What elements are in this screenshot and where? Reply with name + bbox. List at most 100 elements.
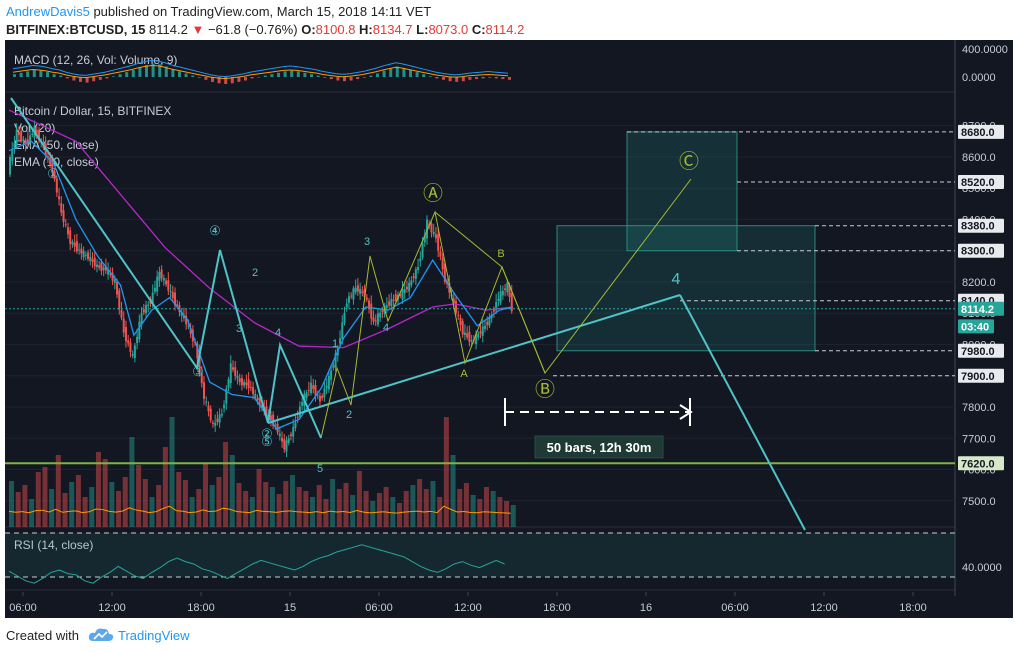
candle-body [408, 282, 411, 292]
macd-bar [488, 77, 492, 78]
candle-body [321, 395, 324, 399]
volume-bar [42, 467, 48, 527]
candle-body [278, 433, 281, 437]
macd-bar [65, 77, 69, 79]
candle-body [486, 321, 489, 326]
price-tick: 7800.0 [962, 402, 996, 414]
candle-body [156, 276, 159, 292]
volume-bar [243, 491, 249, 527]
candle-body [31, 133, 34, 135]
time-tick: 18:00 [899, 602, 927, 614]
volume-bar [397, 503, 403, 527]
candle-body [160, 269, 163, 279]
ema10-line [8, 140, 514, 430]
candle-body [343, 313, 346, 324]
candle-body [209, 408, 212, 421]
time-axis[interactable]: 06:00 12:00 18:00 15 06:00 12:00 18:00 16 06:00 1… [5, 592, 1013, 618]
volume-bar [510, 505, 516, 527]
candle-body [437, 234, 440, 251]
header: AndrewDavis5 published on TradingView.co… [0, 0, 1018, 40]
candle-body [196, 343, 199, 359]
author-link[interactable]: AndrewDavis5 [6, 4, 90, 19]
volume-bar [350, 495, 356, 527]
macd-bar [376, 73, 379, 77]
volume-bar [116, 491, 122, 527]
candle-body [200, 373, 203, 384]
macd-bar [52, 74, 56, 77]
volume-bar [363, 491, 369, 527]
volume-bar [283, 481, 289, 527]
macd-bar [409, 70, 412, 77]
candle-body [354, 287, 357, 293]
open-value: 8100.8 [315, 22, 356, 37]
candle-body [185, 315, 188, 325]
price-axis[interactable]: 8700.08600.08500.08400.08300.08200.08100… [956, 40, 1013, 618]
macd-bar [118, 74, 122, 77]
candle-body [243, 381, 246, 386]
volume-bar [383, 487, 389, 527]
chart-area[interactable]: MACD (12, 26, Vol: Volume, 9) Bitcoin / … [5, 40, 1013, 618]
candle-body [434, 234, 437, 239]
volume-bar [423, 489, 429, 527]
candle-body [301, 401, 304, 406]
macd-bar [316, 75, 320, 77]
candle-body [307, 389, 310, 391]
candle-body [296, 416, 299, 418]
macd-bar [72, 77, 76, 81]
candle-body [314, 385, 317, 396]
volume-bar [49, 489, 55, 527]
macd-tick: 0.0000 [962, 72, 996, 84]
trend-line [267, 294, 681, 424]
tradingview-link[interactable]: TradingView [118, 628, 190, 643]
volume-bar [470, 495, 476, 527]
volume-bar [162, 447, 168, 527]
macd-bar [415, 72, 419, 77]
candle-body [147, 304, 150, 306]
chart-canvas[interactable]: MACD (12, 26, Vol: Volume, 9) Bitcoin / … [5, 40, 1013, 618]
price-badge-label: 8680.0 [961, 127, 995, 139]
candle-body [305, 392, 308, 398]
candle-body [232, 367, 234, 370]
candle-body [256, 397, 259, 401]
candle-body [162, 278, 165, 281]
candle-body [254, 393, 257, 398]
measure-box [534, 435, 664, 459]
candle-body [426, 219, 429, 239]
candle-body [490, 314, 493, 319]
price-badge [958, 368, 1004, 383]
candle-body [93, 257, 96, 267]
candle-body [274, 424, 277, 426]
candle-body [187, 325, 190, 327]
wave-line [10, 97, 322, 439]
candle-body [258, 397, 261, 406]
candle-body [238, 378, 241, 383]
candle-body [332, 365, 335, 369]
candle-body [249, 387, 252, 389]
candle-body [260, 404, 263, 408]
macd-bar [105, 77, 109, 79]
macd-bar [224, 77, 228, 84]
volume-bar [276, 494, 282, 527]
candle-body [423, 234, 426, 243]
candle-body [113, 279, 116, 283]
candle-body [129, 342, 132, 352]
candle-body [298, 406, 301, 417]
volume-bar [330, 479, 336, 527]
wave-label: 4 [672, 271, 681, 288]
volume-bar [376, 493, 382, 527]
candle-body [207, 405, 210, 412]
price-badge [958, 218, 1004, 233]
macd-bar [494, 77, 498, 79]
volume-bar [370, 501, 376, 527]
candle-body [325, 385, 328, 388]
last-price: 8114.2 [149, 22, 188, 37]
macd-bar [197, 77, 201, 78]
candle-body [140, 313, 143, 325]
volume-bar [256, 469, 262, 527]
macd-bar [323, 77, 327, 78]
wave-label: ③ [192, 364, 204, 379]
candle-body [120, 309, 123, 318]
time-tick: 15 [284, 602, 296, 614]
candle-body [468, 331, 471, 343]
price-badge [958, 301, 1004, 316]
